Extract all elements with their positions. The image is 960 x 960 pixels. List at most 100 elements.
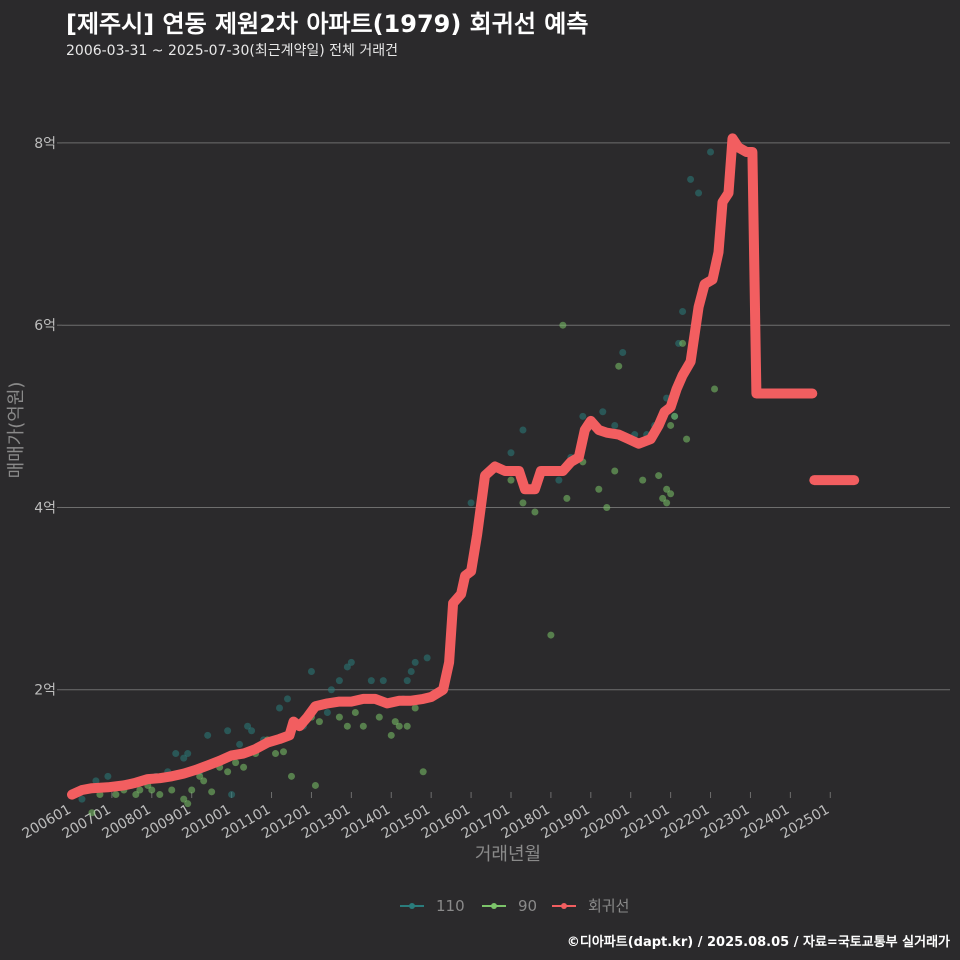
- legend-marker-1: [491, 903, 497, 909]
- point-90-30: [351, 709, 359, 717]
- point-90-57: [679, 339, 687, 347]
- point-110-23: [307, 668, 315, 676]
- point-90-29: [343, 722, 351, 730]
- point-90-41: [531, 508, 539, 516]
- point-90-10: [180, 795, 188, 803]
- point-90-38: [419, 768, 427, 776]
- point-110-18: [248, 727, 256, 735]
- point-110-58: [695, 189, 703, 197]
- point-90-17: [224, 768, 232, 776]
- point-90-51: [659, 494, 667, 502]
- legend-marker-0: [409, 903, 415, 909]
- point-110-31: [379, 677, 387, 685]
- point-90-9: [168, 786, 176, 794]
- point-90-59: [711, 385, 719, 393]
- x-axis-title: 거래년월: [475, 844, 541, 865]
- point-110-38: [467, 499, 475, 507]
- point-90-43: [563, 494, 571, 502]
- point-110-28: [347, 658, 355, 666]
- point-90-60: [559, 321, 567, 329]
- point-90-27: [315, 718, 323, 726]
- regression-line-0: [67, 133, 818, 800]
- grid-lines: [62, 142, 950, 691]
- point-90-32: [375, 713, 383, 721]
- point-110-44: [555, 476, 563, 484]
- point-90-23: [280, 748, 288, 756]
- point-90-26: [311, 781, 319, 789]
- point-110-15: [228, 791, 236, 799]
- point-90-39: [507, 476, 515, 484]
- point-90-5: [136, 786, 144, 794]
- legend-item-0: 110: [400, 897, 465, 915]
- point-90-48: [615, 362, 623, 370]
- point-110-9: [180, 754, 188, 762]
- point-90-15: [208, 788, 216, 796]
- point-90-0: [88, 809, 96, 817]
- point-110-25: [327, 686, 335, 694]
- point-110-27: [343, 663, 351, 671]
- point-90-54: [667, 490, 675, 498]
- footer-credit: ©디아파트(dapt.kr) / 2025.08.05 / 자료=국토교통부 실…: [566, 935, 950, 950]
- point-110-1: [92, 777, 100, 785]
- point-90-46: [603, 503, 611, 511]
- chart-title: [제주시] 연동 제원2차 아파트(1979) 회귀선 예측: [66, 10, 589, 38]
- point-90-24: [287, 772, 295, 780]
- point-110-49: [619, 349, 627, 357]
- point-110-35: [407, 668, 415, 676]
- point-110-30: [367, 677, 375, 685]
- y-axis-title: 매매가(억원): [6, 382, 27, 479]
- chart-subtitle: 2006-03-31 ~ 2025-07-30(최근계약일) 전체 거래건: [66, 43, 398, 59]
- point-90-33: [387, 731, 395, 739]
- y-tick-label-0: 2억: [34, 683, 56, 699]
- x-axis: 2006012007012008012009012010012011012012…: [20, 792, 832, 842]
- point-110-0: [78, 795, 86, 803]
- point-110-37: [423, 654, 431, 662]
- point-90-31: [359, 722, 367, 730]
- point-110-34: [403, 677, 411, 685]
- point-90-12: [188, 786, 196, 794]
- point-90-47: [611, 467, 619, 475]
- legend-marker-2: [561, 903, 567, 909]
- point-110-36: [411, 658, 419, 666]
- y-tick-label-3: 8억: [34, 136, 56, 152]
- y-tick-label-1: 4억: [34, 500, 56, 516]
- legend: 110 90 회귀선: [400, 897, 629, 915]
- point-90-2: [112, 791, 120, 799]
- point-110-47: [599, 408, 607, 416]
- point-110-8: [172, 750, 180, 758]
- point-90-11: [184, 800, 192, 808]
- point-90-55: [667, 421, 675, 429]
- point-110-10: [184, 750, 192, 758]
- point-90-40: [519, 499, 527, 507]
- point-110-46: [579, 412, 587, 420]
- legend-item-1: 90: [482, 897, 537, 915]
- y-axis: 2억 4억 6억 8억: [34, 136, 62, 699]
- point-90-45: [595, 485, 603, 493]
- point-90-49: [639, 476, 647, 484]
- point-110-41: [507, 449, 515, 457]
- point-90-28: [335, 713, 343, 721]
- point-110-20: [276, 704, 284, 712]
- point-110-2: [104, 772, 112, 780]
- point-90-18: [232, 759, 240, 767]
- regression-lines: [67, 133, 860, 800]
- point-90-42: [547, 631, 555, 639]
- legend-label-0: 110: [436, 897, 465, 915]
- point-90-8: [156, 791, 164, 799]
- point-110-26: [335, 677, 343, 685]
- point-90-36: [403, 722, 411, 730]
- point-110-56: [679, 308, 687, 316]
- point-90-52: [663, 485, 671, 493]
- point-90-19: [240, 763, 248, 771]
- point-90-58: [683, 435, 691, 443]
- point-110-12: [204, 731, 212, 739]
- y-tick-label-2: 6억: [34, 318, 56, 334]
- point-90-4: [132, 791, 140, 799]
- point-90-13: [196, 772, 204, 780]
- point-110-21: [283, 695, 291, 703]
- point-90-7: [148, 786, 156, 794]
- point-90-35: [395, 722, 403, 730]
- point-90-14: [200, 777, 208, 785]
- point-90-34: [391, 718, 399, 726]
